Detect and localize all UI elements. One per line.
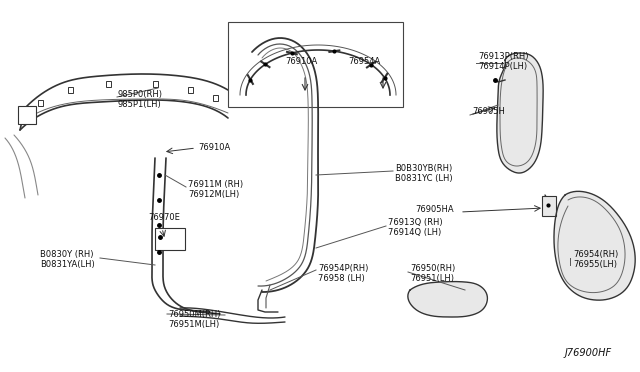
- Bar: [18, 106, 36, 124]
- Text: B0831YC (LH): B0831YC (LH): [395, 173, 452, 183]
- Text: 76910A: 76910A: [198, 144, 230, 153]
- Bar: [213, 95, 218, 101]
- Text: 76913Q (RH): 76913Q (RH): [388, 218, 443, 227]
- Bar: [38, 100, 43, 106]
- Text: 76954A: 76954A: [348, 58, 380, 67]
- Bar: [542, 196, 556, 216]
- Polygon shape: [408, 282, 487, 317]
- Bar: [188, 87, 193, 93]
- Bar: [228, 22, 403, 107]
- Bar: [68, 87, 73, 93]
- Polygon shape: [554, 192, 635, 300]
- Bar: [155, 228, 185, 250]
- Text: B0B30YB(RH): B0B30YB(RH): [395, 164, 452, 173]
- Bar: [106, 81, 111, 87]
- Text: 76950M(RH): 76950M(RH): [168, 311, 221, 320]
- Text: 985P1(LH): 985P1(LH): [118, 100, 162, 109]
- Text: 76913P(RH): 76913P(RH): [478, 52, 529, 61]
- Text: 985P0(RH): 985P0(RH): [118, 90, 163, 99]
- Text: B0831YA(LH): B0831YA(LH): [40, 260, 95, 269]
- Text: 76951(LH): 76951(LH): [410, 273, 454, 282]
- Text: 76914P(LH): 76914P(LH): [478, 62, 527, 71]
- Text: B0830Y (RH): B0830Y (RH): [40, 250, 93, 260]
- Text: J76900HF: J76900HF: [565, 348, 612, 358]
- Text: 76970E: 76970E: [148, 214, 180, 222]
- Text: 76911M (RH): 76911M (RH): [188, 180, 243, 189]
- Text: 76951M(LH): 76951M(LH): [168, 321, 220, 330]
- Text: 76955(LH): 76955(LH): [573, 260, 617, 269]
- Text: 76910A: 76910A: [285, 58, 317, 67]
- Polygon shape: [497, 53, 543, 173]
- Text: 76914Q (LH): 76914Q (LH): [388, 228, 441, 237]
- Text: 76905HA: 76905HA: [415, 205, 454, 215]
- Text: 76905H: 76905H: [472, 108, 505, 116]
- Text: 76912M(LH): 76912M(LH): [188, 190, 239, 199]
- Text: 76954P(RH): 76954P(RH): [318, 263, 369, 273]
- Text: 76958 (LH): 76958 (LH): [318, 273, 365, 282]
- Text: 76954(RH): 76954(RH): [573, 250, 618, 260]
- Text: 76950(RH): 76950(RH): [410, 263, 455, 273]
- Bar: [153, 81, 158, 87]
